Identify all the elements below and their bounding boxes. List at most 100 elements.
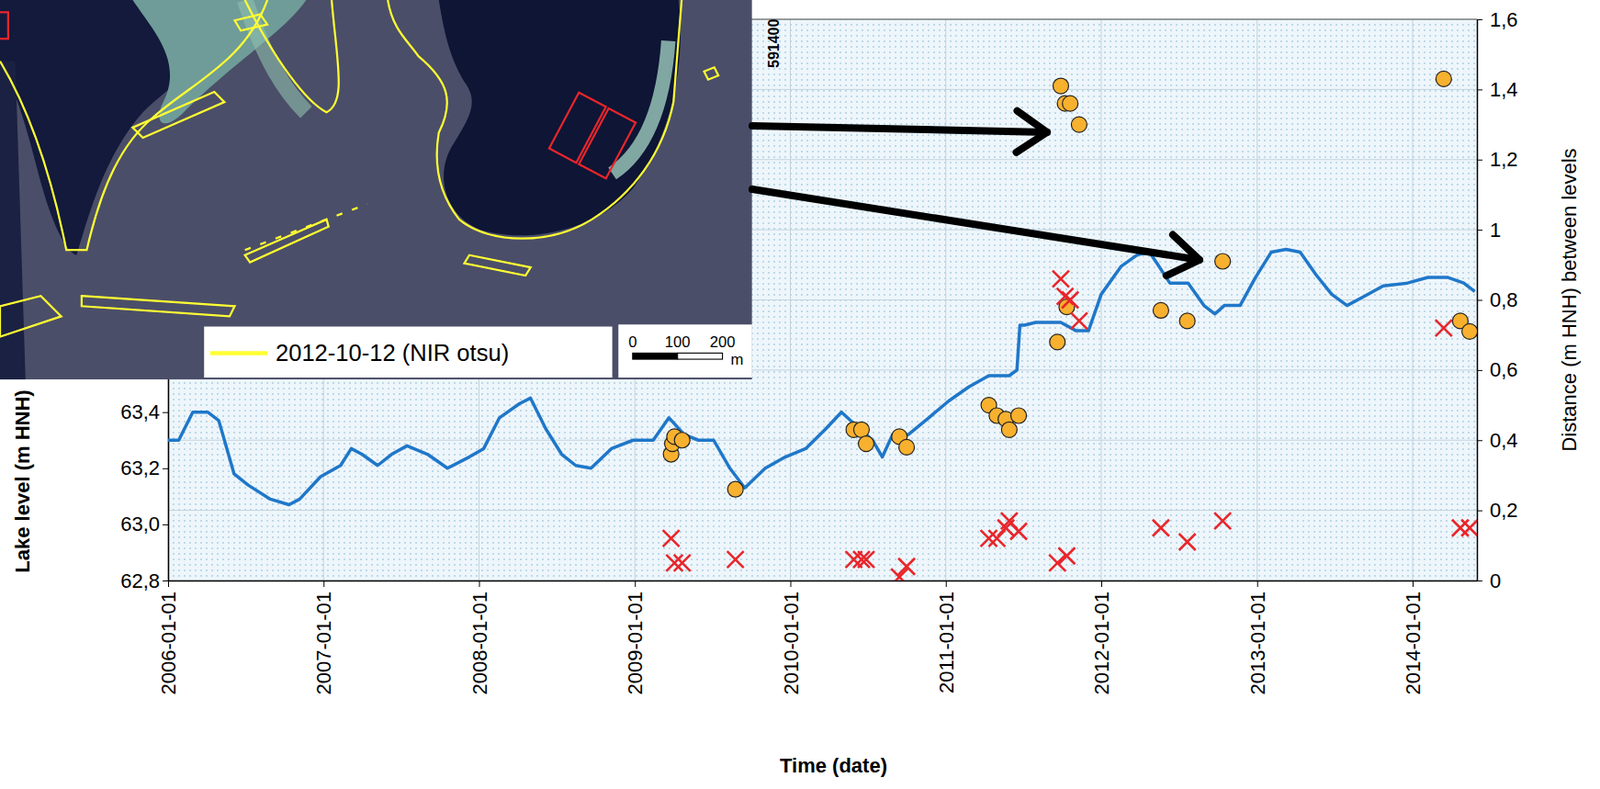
- arrow-head: [1016, 111, 1048, 153]
- tick: 2006-01-01: [157, 580, 181, 696]
- tick-mark: [1476, 580, 1483, 582]
- circle-marker: [1052, 78, 1069, 94]
- sample-boxes: [549, 92, 636, 180]
- circle-marker: [1179, 313, 1195, 329]
- tick: 2011-01-01: [935, 580, 958, 694]
- circle-marker: [1070, 116, 1087, 133]
- water-outline: [132, 91, 225, 138]
- scale-bar-label: 100: [664, 333, 691, 351]
- x-marker: [898, 558, 915, 575]
- tick-label: 63,4: [120, 400, 160, 424]
- tick: 62,8: [120, 569, 169, 593]
- scale-bar-box: [618, 324, 753, 378]
- tick-mark: [1476, 510, 1483, 512]
- tick-label: 1: [1489, 218, 1501, 242]
- water-outline: [235, 14, 269, 32]
- arrow-shaft: [752, 189, 1200, 260]
- y-axis-title: Lake level (m HNH): [11, 389, 34, 573]
- chart: 2006-01-01 2007-01-01 2008-01-01 2009-01-01…: [0, 0, 1600, 789]
- map-water: [439, 0, 681, 236]
- circle-marker: [1001, 421, 1017, 438]
- tick-label: 2013-01-01: [1246, 591, 1270, 696]
- x-marker: [857, 551, 875, 568]
- tick-label: 2010-01-01: [779, 591, 803, 696]
- scale-bar-segment: [632, 352, 678, 360]
- tick-mark: [162, 580, 169, 582]
- x-marker: [727, 551, 744, 568]
- tick-mark: [789, 580, 791, 587]
- tick-label: 1,2: [1489, 147, 1519, 171]
- circle-marker: [858, 436, 875, 452]
- scale-bar-segment: [677, 352, 723, 360]
- tick-mark: [634, 580, 636, 587]
- circle-marker: [1011, 407, 1027, 424]
- tick: 2010-01-01: [779, 580, 803, 696]
- circle-marker: [727, 481, 744, 497]
- arrow-shaft: [752, 125, 1048, 133]
- arrow: [752, 111, 1048, 153]
- x-marker: [1452, 519, 1469, 537]
- scale-bar-label: 200: [709, 333, 736, 351]
- tick-mark: [168, 580, 170, 587]
- x-marker: [1214, 512, 1231, 530]
- scale-bar-unit: m: [730, 350, 744, 369]
- x-marker: [1179, 533, 1196, 551]
- x-marker: [1052, 270, 1070, 288]
- sample-box: [578, 108, 636, 179]
- tick-mark: [162, 468, 169, 470]
- grid-line: [1411, 19, 1413, 581]
- tick-label: 2008-01-01: [468, 591, 492, 696]
- tick: 2008-01-01: [468, 580, 492, 696]
- tick-mark: [1476, 300, 1483, 302]
- tick: 2014-01-01: [1401, 580, 1425, 696]
- tick-mark: [1476, 229, 1483, 231]
- circle-marker: [1062, 95, 1079, 112]
- axis-line: [169, 580, 1478, 583]
- water-outline: [245, 219, 329, 263]
- y2-axis: 00,20,40,60,811,21,41,6: [1476, 8, 1519, 593]
- water-outline: [245, 203, 368, 250]
- tick-mark: [946, 580, 947, 587]
- water-outline: [704, 67, 720, 79]
- tick: 2009-01-01: [623, 580, 647, 696]
- x-marker: [1070, 312, 1088, 329]
- x-marker: [1058, 547, 1075, 564]
- arrow-head: [1166, 235, 1200, 277]
- tick-label: 2007-01-01: [312, 591, 336, 696]
- water-outline: [81, 295, 236, 316]
- tick-mark: [1101, 580, 1103, 587]
- tick-mark: [1476, 439, 1483, 441]
- tick: 0: [1476, 569, 1501, 593]
- x-marker: [1435, 319, 1453, 337]
- map-coordinate-label: 591400: [766, 19, 782, 68]
- tick-label: 0,4: [1489, 428, 1519, 452]
- tick: 2012-01-01: [1090, 580, 1114, 696]
- tick: 1: [1476, 218, 1501, 242]
- circle-marker: [853, 421, 869, 438]
- grid-line: [789, 19, 791, 581]
- tick: 0,8: [1476, 288, 1519, 312]
- tick-mark: [479, 580, 481, 587]
- tick: 2013-01-01: [1246, 580, 1270, 696]
- tick-label: 2009-01-01: [623, 591, 647, 696]
- water-outline: [464, 255, 531, 276]
- tick-label: 1,6: [1489, 8, 1519, 32]
- tick: 63,2: [120, 456, 169, 480]
- tick-mark: [1476, 159, 1483, 161]
- x-marker: [1048, 554, 1066, 572]
- tick-mark: [1412, 580, 1414, 587]
- tick-label: 2012-01-01: [1090, 591, 1114, 696]
- circle-marker: [674, 432, 690, 449]
- grid-line: [168, 580, 1477, 582]
- water-outline: [245, 0, 339, 113]
- tick-label: 2011-01-01: [935, 591, 958, 694]
- map-shore: [612, 40, 669, 173]
- map-inset: 2012-10-12 (NIR otsu)0100200m: [0, 0, 753, 380]
- x-marker: [665, 554, 683, 572]
- tick-label: 62,8: [120, 569, 160, 593]
- tick-mark: [1476, 19, 1483, 21]
- x-marker: [1461, 519, 1477, 537]
- water-outline: [0, 295, 62, 337]
- water-outline: [0, 0, 268, 250]
- circle-marker: [1215, 253, 1231, 270]
